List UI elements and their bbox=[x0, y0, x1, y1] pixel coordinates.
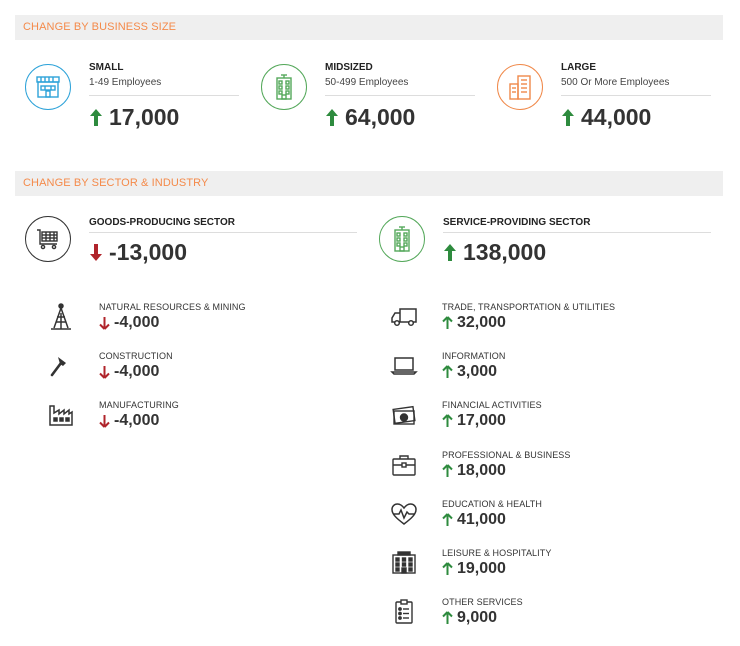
arrow-down-icon bbox=[99, 317, 110, 330]
industry-value: 3,000 bbox=[442, 363, 497, 381]
divider bbox=[325, 95, 475, 96]
industry-label: INFORMATION bbox=[442, 351, 506, 361]
divider bbox=[443, 232, 711, 233]
size-subtitle: 500 Or More Employees bbox=[561, 77, 670, 88]
arrow-down-icon bbox=[99, 366, 110, 379]
divider bbox=[89, 232, 357, 233]
arrow-up-icon bbox=[442, 365, 453, 378]
arrow-up-icon bbox=[90, 109, 102, 126]
sector-value: -13,000 bbox=[89, 239, 187, 266]
size-value-text: 44,000 bbox=[581, 104, 652, 130]
briefcase-icon bbox=[390, 451, 418, 479]
sector-title: SERVICE-PROVIDING SECTOR bbox=[443, 217, 591, 228]
industry-label: EDUCATION & HEALTH bbox=[442, 499, 542, 509]
arrow-down-icon bbox=[90, 244, 102, 261]
business-size-header: CHANGE BY BUSINESS SIZE bbox=[15, 15, 723, 40]
industry-value: 18,000 bbox=[442, 462, 506, 480]
arrow-up-icon bbox=[442, 414, 453, 427]
size-title: LARGE bbox=[561, 62, 596, 73]
industry-label: LEISURE & HOSPITALITY bbox=[442, 548, 552, 558]
divider bbox=[561, 95, 711, 96]
building-icon bbox=[261, 64, 307, 110]
industry-value-text: 17,000 bbox=[457, 412, 506, 429]
industry-value-text: -4,000 bbox=[114, 314, 160, 331]
arrow-up-icon bbox=[442, 513, 453, 526]
industry-value: -4,000 bbox=[99, 412, 159, 430]
truck-icon bbox=[390, 303, 418, 331]
industry-value: 32,000 bbox=[442, 314, 506, 332]
office-building-icon bbox=[379, 216, 425, 262]
sector-header: CHANGE BY SECTOR & INDUSTRY bbox=[15, 171, 723, 196]
industry-value: 41,000 bbox=[442, 511, 506, 529]
industry-value-text: -4,000 bbox=[114, 363, 160, 380]
industry-value-text: 19,000 bbox=[457, 560, 506, 577]
industry-label: NATURAL RESOURCES & MINING bbox=[99, 302, 246, 312]
arrow-up-icon bbox=[442, 562, 453, 575]
size-title: SMALL bbox=[89, 62, 124, 73]
size-value: 44,000 bbox=[561, 104, 651, 131]
arrow-down-icon bbox=[99, 415, 110, 428]
industry-label: OTHER SERVICES bbox=[442, 597, 523, 607]
industry-value: -4,000 bbox=[99, 363, 159, 381]
sector-value-text: 138,000 bbox=[463, 239, 547, 265]
sector-header-title: CHANGE BY SECTOR & INDUSTRY bbox=[23, 177, 209, 189]
industry-value-text: -4,000 bbox=[114, 412, 160, 429]
cart-icon bbox=[25, 216, 71, 262]
industry-label: TRADE, TRANSPORTATION & UTILITIES bbox=[442, 302, 616, 312]
industry-value-text: 9,000 bbox=[457, 609, 498, 626]
arrow-up-icon bbox=[442, 464, 453, 477]
size-value: 17,000 bbox=[89, 104, 179, 131]
hammer-icon bbox=[47, 352, 75, 380]
industry-label: CONSTRUCTION bbox=[99, 351, 173, 361]
industry-value-text: 18,000 bbox=[457, 462, 506, 479]
size-value-text: 64,000 bbox=[345, 104, 416, 130]
laptop-icon bbox=[390, 352, 418, 380]
industry-value: 17,000 bbox=[442, 412, 506, 430]
industry-value: 19,000 bbox=[442, 560, 506, 578]
industry-value: -4,000 bbox=[99, 314, 159, 332]
size-value-text: 17,000 bbox=[109, 104, 180, 130]
sector-value-text: -13,000 bbox=[109, 239, 188, 265]
factory-icon bbox=[47, 401, 75, 429]
industry-value: 9,000 bbox=[442, 609, 497, 627]
store-icon bbox=[25, 64, 71, 110]
arrow-up-icon bbox=[562, 109, 574, 126]
sector-value: 138,000 bbox=[443, 239, 546, 266]
sector-title: GOODS-PRODUCING SECTOR bbox=[89, 217, 235, 228]
industry-value-text: 41,000 bbox=[457, 511, 506, 528]
industry-label: PROFESSIONAL & BUSINESS bbox=[442, 450, 571, 460]
arrow-up-icon bbox=[444, 244, 456, 261]
industry-label: MANUFACTURING bbox=[99, 400, 179, 410]
clipboard-icon bbox=[390, 598, 418, 626]
arrow-up-icon bbox=[326, 109, 338, 126]
money-icon bbox=[390, 401, 418, 429]
hotel-icon bbox=[390, 549, 418, 577]
industry-label: FINANCIAL ACTIVITIES bbox=[442, 400, 542, 410]
divider bbox=[89, 95, 239, 96]
size-value: 64,000 bbox=[325, 104, 415, 131]
arrow-up-icon bbox=[442, 611, 453, 624]
oil-rig-icon bbox=[47, 303, 75, 331]
heart-pulse-icon bbox=[390, 500, 418, 528]
business-size-title: CHANGE BY BUSINESS SIZE bbox=[23, 21, 177, 33]
industry-value-text: 3,000 bbox=[457, 363, 498, 380]
size-subtitle: 50-499 Employees bbox=[325, 77, 409, 88]
size-subtitle: 1-49 Employees bbox=[89, 77, 162, 88]
arrow-up-icon bbox=[442, 316, 453, 329]
size-title: MIDSIZED bbox=[325, 62, 373, 73]
industry-value-text: 32,000 bbox=[457, 314, 506, 331]
skyscraper-icon bbox=[497, 64, 543, 110]
